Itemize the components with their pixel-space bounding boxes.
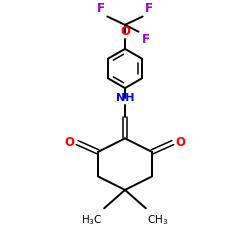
Text: CH$_3$: CH$_3$ [147,213,168,226]
Text: O: O [64,136,74,149]
Text: F: F [145,2,153,15]
Text: O: O [120,25,130,38]
Text: NH: NH [116,93,134,103]
Text: F: F [142,33,150,46]
Text: O: O [176,136,186,149]
Text: F: F [97,2,105,15]
Text: H$_3$C: H$_3$C [81,213,103,226]
